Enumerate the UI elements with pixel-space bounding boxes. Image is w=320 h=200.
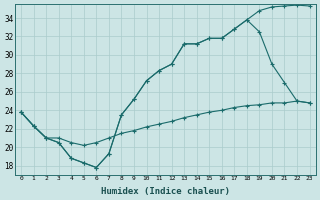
X-axis label: Humidex (Indice chaleur): Humidex (Indice chaleur) — [101, 187, 230, 196]
